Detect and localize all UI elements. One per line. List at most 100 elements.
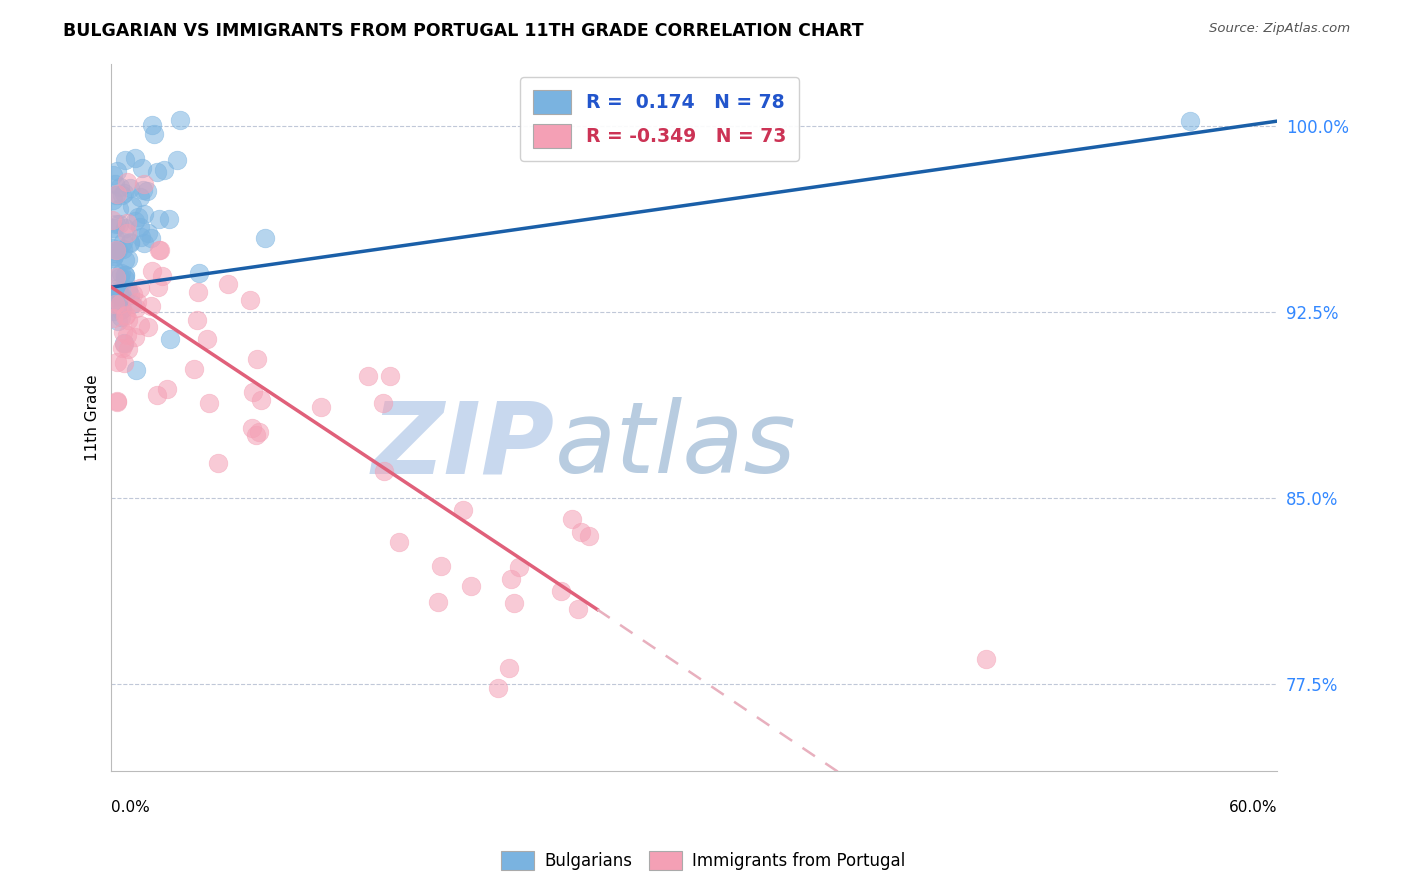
Point [104,270,127,285]
Point [124,363,146,377]
Point [117,216,139,230]
Point [159,332,181,346]
Point [110,287,132,301]
Point [110,341,132,355]
Point [132,236,155,251]
Point [156,383,179,397]
Point [112,355,135,369]
Point [242,384,264,399]
Point [148,212,170,227]
Text: 0.0%: 0.0% [111,800,150,815]
Point [136,320,159,334]
Point [101,212,124,227]
Point [111,289,134,303]
Point [567,601,589,615]
Point [117,328,139,343]
Point [114,272,136,286]
Point [101,168,124,182]
Point [139,231,162,245]
Point [121,287,143,301]
Point [378,368,401,383]
Point [129,220,152,235]
Point [101,193,124,207]
Point [427,595,450,609]
Point [240,420,263,434]
Point [118,235,141,249]
Point [125,301,148,315]
Point [112,325,135,339]
Point [114,153,136,167]
Point [114,310,136,324]
Legend: R =  0.174   N = 78, R = -0.349   N = 73: R = 0.174 N = 78, R = -0.349 N = 73 [520,77,799,161]
Point [498,661,520,675]
Point [104,231,127,245]
Point [105,355,128,369]
Point [108,179,131,194]
Point [108,290,131,304]
Point [502,595,524,609]
Point [195,332,218,346]
Point [117,312,139,326]
Point [112,336,135,351]
Point [117,343,139,357]
Point [169,113,191,128]
Point [141,264,163,278]
Point [148,243,170,257]
Point [146,165,169,179]
Point [105,395,128,409]
Point [134,178,156,192]
Point [101,304,124,318]
Point [111,243,134,257]
Point [146,388,169,402]
Point [132,207,155,221]
Text: 60.0%: 60.0% [1229,800,1278,815]
Point [1178,114,1201,128]
Point [104,245,127,260]
Point [451,503,474,517]
Point [124,214,146,228]
Point [114,268,136,282]
Point [974,652,997,666]
Point [129,230,152,244]
Point [101,293,124,307]
Point [112,235,135,249]
Point [569,524,592,539]
Point [110,310,132,324]
Point [111,302,134,317]
Point [561,512,583,526]
Point [357,369,380,384]
Point [131,161,153,176]
Point [246,352,269,367]
Point [508,560,530,574]
Point [125,295,148,310]
Point [486,681,509,696]
Point [107,314,129,328]
Point [146,280,169,294]
Point [117,283,139,297]
Point [112,335,135,350]
Point [136,226,159,240]
Point [105,393,128,408]
Point [103,249,125,263]
Y-axis label: 11th Grade: 11th Grade [86,374,100,460]
Point [430,558,453,573]
Point [104,177,127,191]
Point [107,281,129,295]
Point [150,268,173,283]
Point [142,127,165,141]
Point [104,188,127,202]
Point [124,151,146,165]
Point [105,243,128,257]
Point [578,529,600,543]
Point [107,285,129,299]
Point [121,296,143,310]
Point [112,186,135,200]
Point [217,277,239,291]
Point [129,281,152,295]
Point [110,188,132,202]
Point [136,184,159,198]
Point [550,584,572,599]
Point [373,464,395,478]
Point [101,251,124,265]
Point [118,181,141,195]
